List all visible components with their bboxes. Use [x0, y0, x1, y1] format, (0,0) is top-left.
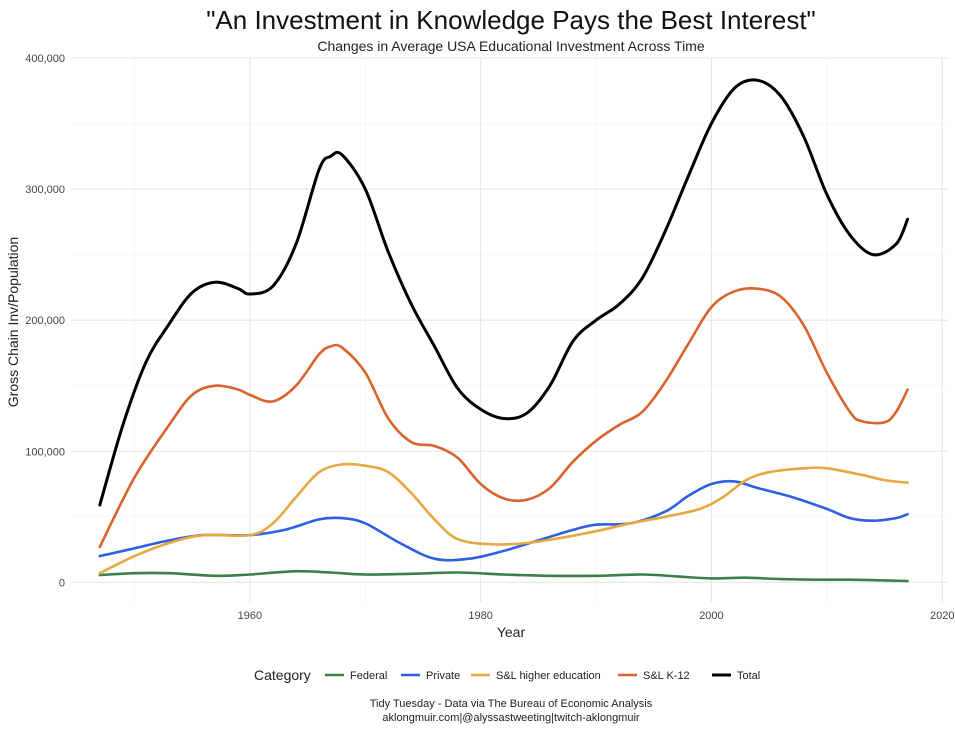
- series-line-federal: [98, 569, 909, 583]
- caption-line-2: aklongmuir.com|@alyssastweeting|twitch-a…: [382, 712, 639, 724]
- series-line-private: [98, 479, 909, 562]
- legend-title: Category: [254, 667, 311, 683]
- x-tick-label: 1960: [238, 610, 262, 622]
- series-lines: [98, 78, 910, 583]
- minor-gridlines: [71, 58, 948, 602]
- x-tick-label: 2000: [699, 610, 723, 622]
- series-line-total: [98, 78, 910, 507]
- y-tick-label: 100,000: [25, 446, 65, 458]
- x-tick-label: 2020: [930, 610, 954, 622]
- y-tick-label: 200,000: [25, 315, 65, 327]
- y-tick-label: 400,000: [25, 53, 65, 65]
- series-line-sandl-higher-education: [98, 462, 909, 575]
- x-axis-tick-labels: 1960 1980 2000 2020: [238, 610, 955, 622]
- legend: Category Federal Private S&L higher educat…: [254, 667, 760, 683]
- legend-label-sandl-higher-education: S&L higher education: [496, 670, 601, 682]
- x-axis-title: Year: [497, 624, 526, 640]
- legend-label-total: Total: [737, 670, 760, 682]
- x-tick-label: 1980: [468, 610, 492, 622]
- caption-line-1: Tidy Tuesday - Data via The Bureau of Ec…: [370, 698, 653, 710]
- y-axis-tick-labels: 0 100,000 200,000 300,000 400,000: [25, 53, 65, 589]
- chart-subtitle: Changes in Average USA Educational Inves…: [317, 38, 705, 54]
- legend-label-sandl-k-12: S&L K-12: [643, 670, 690, 682]
- y-tick-label: 0: [59, 577, 65, 589]
- series-line-sandl-k-12: [98, 287, 909, 549]
- legend-label-federal: Federal: [350, 670, 387, 682]
- y-axis-title: Gross Chain Inv/Population: [5, 237, 21, 407]
- chart-title: "An Investment in Knowledge Pays the Bes…: [206, 5, 816, 35]
- y-tick-label: 300,000: [25, 184, 65, 196]
- major-gridlines: [71, 57, 948, 602]
- legend-label-private: Private: [426, 670, 460, 682]
